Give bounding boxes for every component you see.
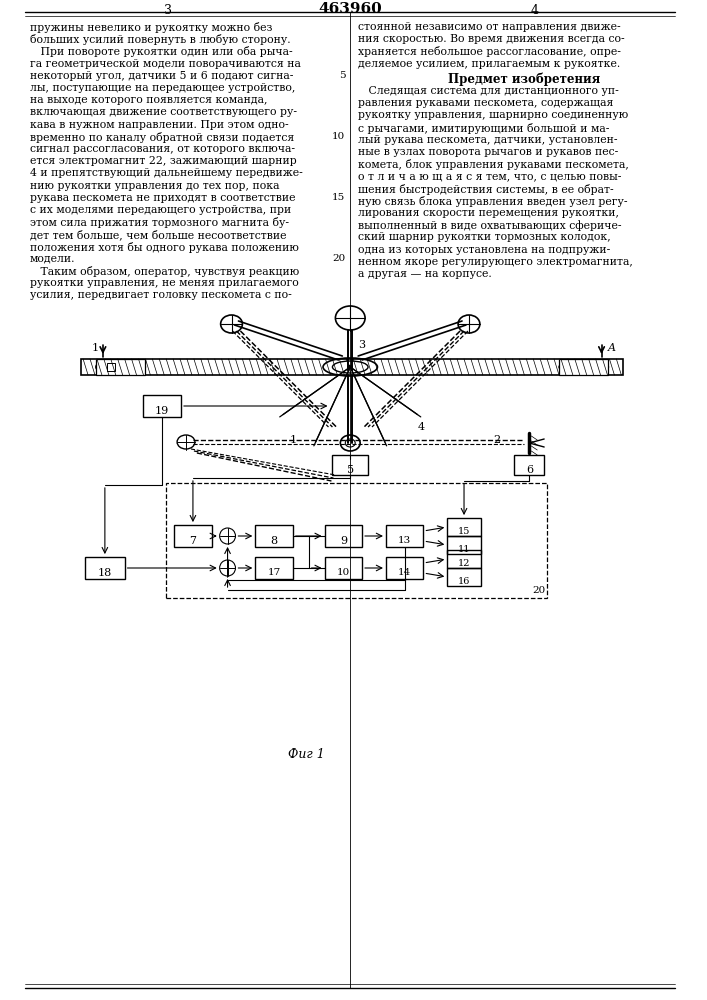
Bar: [448, 536, 481, 554]
Text: ский шарнир рукоятки тормозных колодок,: ский шарнир рукоятки тормозных колодок,: [358, 232, 611, 242]
Bar: [515, 455, 544, 475]
Text: 10: 10: [337, 568, 350, 577]
Text: ется электромагнит 22, зажимающий шарнир: ется электромагнит 22, зажимающий шарнир: [30, 156, 296, 166]
Text: Фиг 1: Фиг 1: [288, 748, 325, 761]
Text: 15: 15: [332, 193, 345, 202]
Text: модели.: модели.: [30, 254, 75, 264]
Bar: [386, 525, 423, 547]
Text: положения хотя бы одного рукава положению: положения хотя бы одного рукава положени…: [30, 242, 298, 253]
Text: 4: 4: [530, 4, 538, 17]
Text: нию рукоятки управления до тех пор, пока: нию рукоятки управления до тех пор, пока: [30, 181, 279, 191]
Text: шения быстродействия системы, в ее обрат-: шения быстродействия системы, в ее обрат…: [358, 184, 614, 195]
Text: 5: 5: [339, 71, 345, 80]
Text: 5: 5: [346, 465, 354, 475]
Bar: [85, 557, 124, 579]
Bar: [166, 483, 547, 598]
Text: 20: 20: [332, 254, 345, 263]
Text: 20: 20: [532, 586, 545, 595]
Text: 6: 6: [526, 465, 533, 475]
Text: 13: 13: [398, 536, 411, 545]
Text: 463960: 463960: [318, 2, 382, 16]
Text: равления рукавами пескомета, содержащая: равления рукавами пескомета, содержащая: [358, 98, 614, 108]
Text: рукоятки управления, не меняя прилагаемого: рукоятки управления, не меняя прилагаемо…: [30, 278, 298, 288]
Text: 1: 1: [289, 435, 296, 445]
Bar: [448, 518, 481, 536]
Bar: [96, 359, 146, 375]
Text: 12: 12: [457, 559, 470, 568]
Text: A: A: [607, 343, 616, 353]
Text: лирования скорости перемещения рукоятки,: лирования скорости перемещения рукоятки,: [358, 208, 619, 218]
Text: этом сила прижатия тормозного магнита бу-: этом сила прижатия тормозного магнита бу…: [30, 217, 288, 228]
Text: стоянной независимо от направления движе-: стоянной независимо от направления движе…: [358, 22, 621, 32]
Text: усилия, передвигает головку пескомета с по-: усилия, передвигает головку пескомета с …: [30, 290, 291, 300]
Text: рукава пескомета не приходят в соответствие: рукава пескомета не приходят в соответст…: [30, 193, 296, 203]
Text: 10: 10: [332, 132, 345, 141]
Text: деляемое усилием, прилагаемым к рукоятке.: деляемое усилием, прилагаемым к рукоятке…: [358, 59, 621, 69]
Bar: [559, 359, 609, 375]
Bar: [325, 525, 362, 547]
Text: о т л и ч а ю щ а я с я тем, что, с целью повы-: о т л и ч а ю щ а я с я тем, что, с цель…: [358, 171, 621, 181]
Bar: [255, 557, 293, 579]
Bar: [107, 363, 115, 371]
Text: 4: 4: [418, 422, 425, 432]
Text: сигнал рассогласования, от которого включа-: сигнал рассогласования, от которого вклю…: [30, 144, 295, 154]
Text: ния скоростью. Во время движения всегда со-: ния скоростью. Во время движения всегда …: [358, 34, 625, 44]
Text: лы, поступающие на передающее устройство,: лы, поступающие на передающее устройство…: [30, 83, 295, 93]
Text: При повороте рукоятки один или оба рыча-: При повороте рукоятки один или оба рыча-: [30, 46, 292, 57]
Text: ные в узлах поворота рычагов и рукавов пес-: ные в узлах поворота рычагов и рукавов п…: [358, 147, 619, 157]
Text: Предмет изобретения: Предмет изобретения: [448, 72, 600, 86]
Text: а другая — на корпусе.: а другая — на корпусе.: [358, 269, 492, 279]
Ellipse shape: [96, 360, 110, 374]
Text: га геометрической модели поворачиваются на: га геометрической модели поворачиваются …: [30, 59, 300, 69]
Text: одна из которых установлена на подпружи-: одна из которых установлена на подпружи-: [358, 245, 610, 255]
Text: ненном якоре регулирующего электромагнита,: ненном якоре регулирующего электромагнит…: [358, 257, 633, 267]
Text: на выходе которого появляется команда,: на выходе которого появляется команда,: [30, 95, 267, 105]
Text: 8: 8: [271, 536, 278, 546]
Ellipse shape: [595, 360, 609, 374]
Text: 3: 3: [358, 340, 366, 350]
Text: 11: 11: [457, 545, 470, 554]
Text: выполненный в виде охватывающих сфериче-: выполненный в виде охватывающих сфериче-: [358, 220, 621, 231]
Text: временно по каналу обратной связи подается: временно по каналу обратной связи подает…: [30, 132, 294, 143]
Bar: [332, 455, 368, 475]
Text: 9: 9: [340, 536, 347, 546]
Text: кава в нужном направлении. При этом одно-: кава в нужном направлении. При этом одно…: [30, 120, 288, 130]
Bar: [448, 568, 481, 586]
Bar: [81, 359, 624, 375]
Text: 4 и препятствующий дальнейшему передвиже-: 4 и препятствующий дальнейшему передвиже…: [30, 168, 303, 178]
Bar: [325, 557, 362, 579]
Bar: [559, 359, 609, 375]
Text: дет тем больше, чем больше несоответствие: дет тем больше, чем больше несоответстви…: [30, 229, 286, 240]
Text: 18: 18: [98, 568, 112, 578]
Text: 17: 17: [267, 568, 281, 577]
Text: 19: 19: [155, 406, 170, 416]
Bar: [96, 359, 146, 375]
Bar: [144, 395, 181, 417]
Text: 14: 14: [398, 568, 411, 577]
Text: Следящая система для дистанционного уп-: Следящая система для дистанционного уп-: [358, 86, 619, 96]
Text: 16: 16: [458, 577, 470, 586]
Text: ную связь блока управления введен узел регу-: ную связь блока управления введен узел р…: [358, 196, 628, 207]
Bar: [448, 550, 481, 568]
Text: пружины невелико и рукоятку можно без: пружины невелико и рукоятку можно без: [30, 22, 272, 33]
Text: 3: 3: [164, 4, 173, 17]
Text: Таким образом, оператор, чувствуя реакцию: Таким образом, оператор, чувствуя реакци…: [30, 266, 299, 277]
Text: с их моделями передающего устройства, при: с их моделями передающего устройства, пр…: [30, 205, 291, 215]
Bar: [386, 557, 423, 579]
Text: включающая движение соответствующего ру-: включающая движение соответствующего ру-: [30, 107, 297, 117]
Text: с рычагами, имитирующими большой и ма-: с рычагами, имитирующими большой и ма-: [358, 123, 609, 134]
Bar: [255, 525, 293, 547]
Text: 2: 2: [493, 435, 501, 445]
Text: 7: 7: [189, 536, 197, 546]
Text: храняется небольшое рассогласование, опре-: храняется небольшое рассогласование, опр…: [358, 46, 621, 57]
Text: 15: 15: [458, 527, 470, 536]
Text: 1: 1: [91, 343, 98, 353]
Text: больших усилий повернуть в любую сторону.: больших усилий повернуть в любую сторону…: [30, 34, 291, 45]
Text: комета, блок управления рукавами пескомета,: комета, блок управления рукавами пескоме…: [358, 159, 629, 170]
Text: лый рукава пескомета, датчики, установлен-: лый рукава пескомета, датчики, установле…: [358, 135, 618, 145]
Text: некоторый угол, датчики 5 и 6 подают сигна-: некоторый угол, датчики 5 и 6 подают сиг…: [30, 71, 293, 81]
Bar: [174, 525, 211, 547]
Text: рукоятку управления, шарнирно соединенную: рукоятку управления, шарнирно соединенну…: [358, 110, 629, 120]
